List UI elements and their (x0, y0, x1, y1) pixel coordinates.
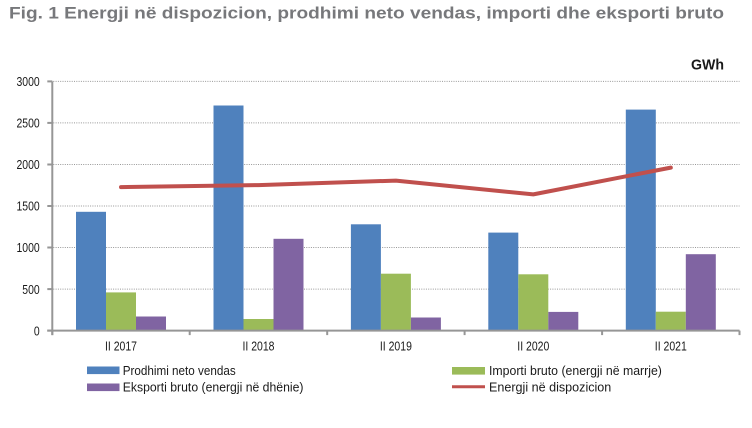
svg-text:II 2021: II 2021 (655, 339, 687, 354)
svg-text:1500: 1500 (17, 199, 40, 214)
svg-text:II 2017: II 2017 (105, 339, 137, 354)
svg-text:II 2019: II 2019 (380, 339, 412, 354)
svg-text:Prodhimi neto vendas: Prodhimi neto vendas (123, 363, 236, 378)
svg-text:Importi bruto (energji në marr: Importi bruto (energji në marrje) (489, 363, 662, 378)
svg-text:II 2020: II 2020 (517, 339, 549, 354)
svg-text:II 2018: II 2018 (243, 339, 275, 354)
svg-text:3000: 3000 (17, 74, 40, 89)
svg-text:GWh: GWh (691, 56, 724, 73)
svg-text:2000: 2000 (17, 157, 40, 172)
svg-text:Energji në dispozicion: Energji në dispozicion (489, 379, 611, 394)
svg-text:1000: 1000 (17, 240, 40, 255)
svg-text:Eksporti bruto (energji në dhë: Eksporti bruto (energji në dhënie) (123, 379, 304, 394)
svg-text:500: 500 (22, 282, 39, 297)
svg-text:Fig. 1 Energji në dispozicion,: Fig. 1 Energji në dispozicion, prodhimi … (9, 4, 724, 23)
svg-text:0: 0 (34, 323, 40, 338)
svg-text:2500: 2500 (17, 116, 40, 131)
